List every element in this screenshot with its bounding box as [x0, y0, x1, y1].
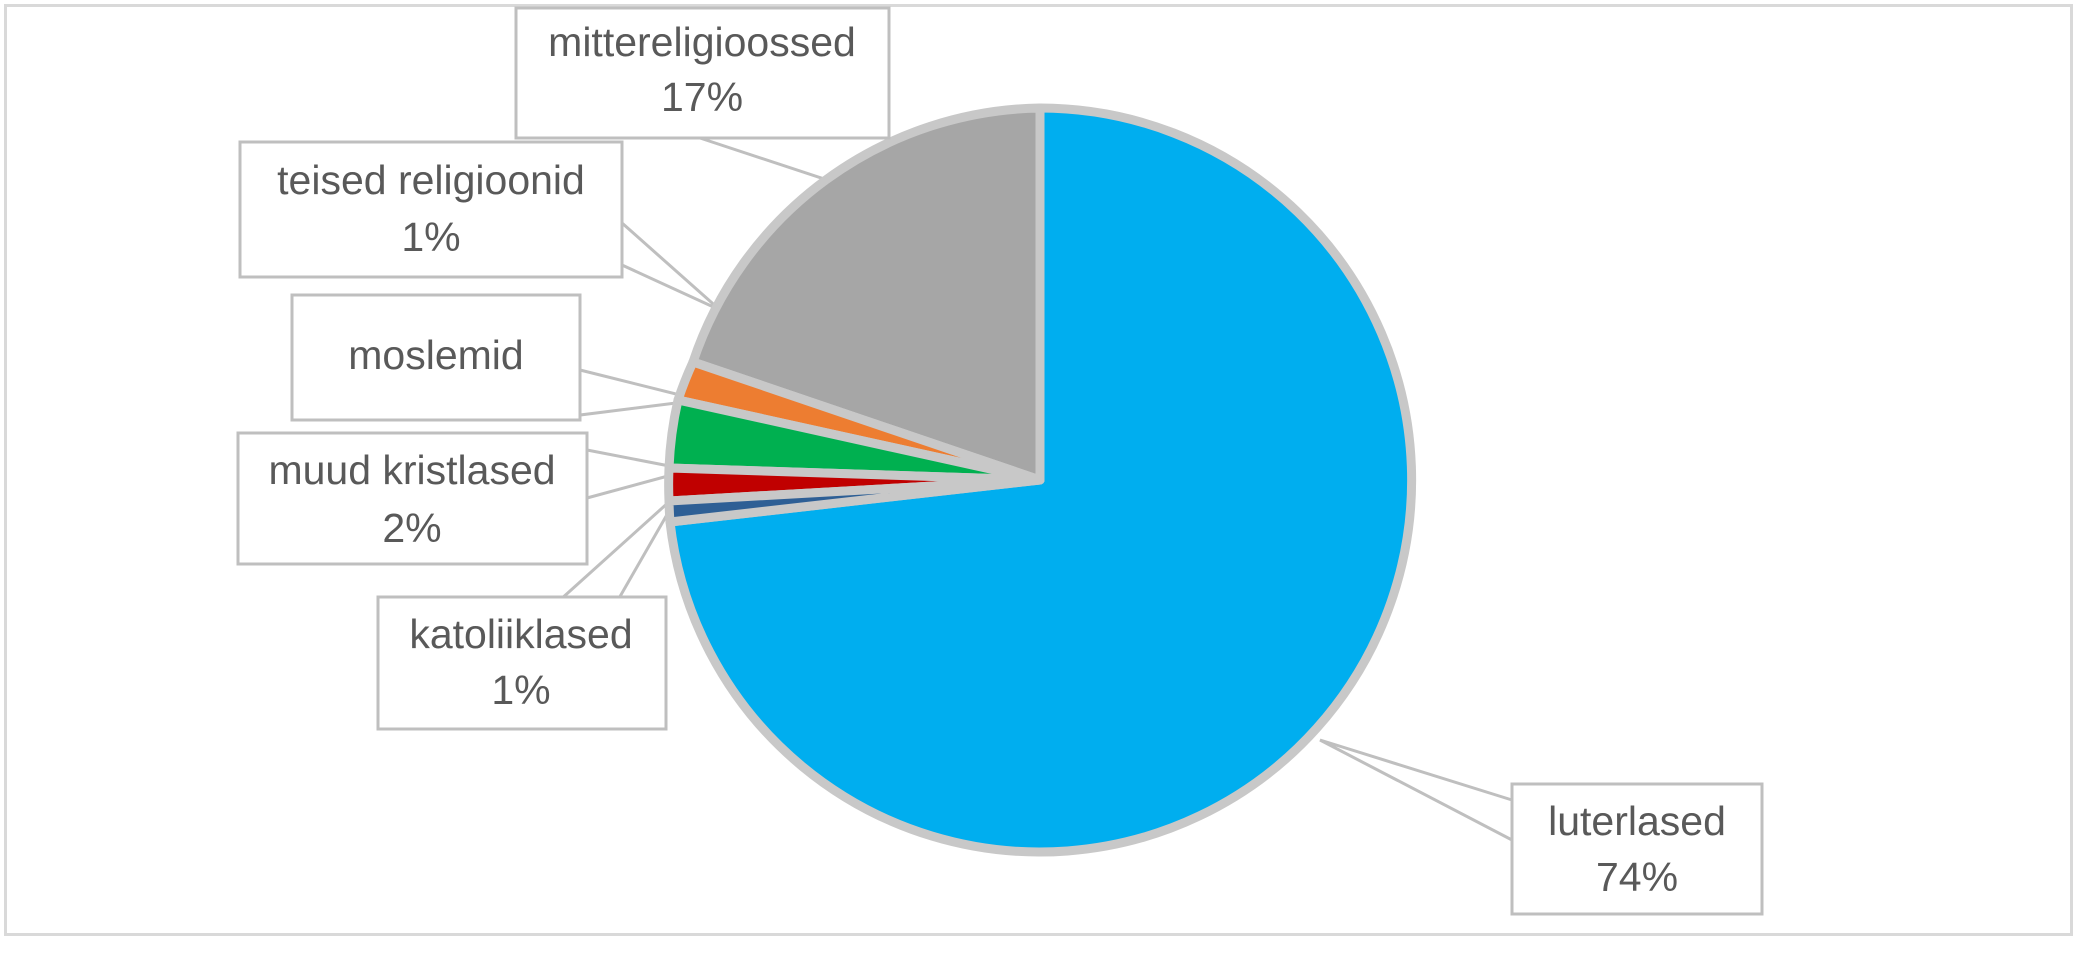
callout-percent-teised-religioonid: 1%	[401, 214, 460, 260]
callout-label-luterlased: luterlased	[1548, 798, 1726, 844]
callout-label-muud-kristlased: muud kristlased	[268, 447, 555, 493]
callout-moslemid[interactable]: moslemid	[290, 293, 582, 422]
callout-label-katoliiklased: katoliiklased	[409, 611, 632, 657]
callout-percent-muud-kristlased: 2%	[382, 505, 441, 551]
pie-slices-group	[664, 103, 1417, 857]
leader-line-teised-religioonid	[620, 219, 721, 312]
callout-box-moslemid	[290, 293, 582, 422]
callout-katoliiklased[interactable]: katoliiklased 1%	[376, 595, 668, 731]
callout-box-luterlased	[1510, 782, 1764, 916]
callout-percent-luterlased: 74%	[1596, 854, 1678, 900]
callout-teised-religioonid[interactable]: teised religioonid 1%	[238, 140, 624, 279]
callout-box-teised-religioonid	[238, 140, 624, 279]
callout-box-muud-kristlased	[236, 431, 589, 566]
callout-percent-mittereligioossed: 17%	[661, 74, 743, 120]
callout-percent-katoliiklased: 1%	[491, 667, 550, 713]
callout-label-mittereligioossed: mittereligioossed	[548, 19, 856, 65]
callout-box-mittereligioossed	[514, 6, 891, 140]
callout-label-moslemid: moslemid	[348, 332, 523, 378]
callout-box-katoliiklased	[376, 595, 668, 731]
callout-muud-kristlased[interactable]: muud kristlased 2%	[236, 431, 589, 566]
callout-mittereligioossed[interactable]: mittereligioossed 17%	[514, 6, 891, 140]
callout-luterlased[interactable]: luterlased 74%	[1510, 782, 1764, 916]
callout-label-teised-religioonid: teised religioonid	[277, 157, 585, 203]
pie-slice-katoliiklased	[664, 475, 1045, 527]
leader-line-luterlased	[1319, 738, 1514, 843]
